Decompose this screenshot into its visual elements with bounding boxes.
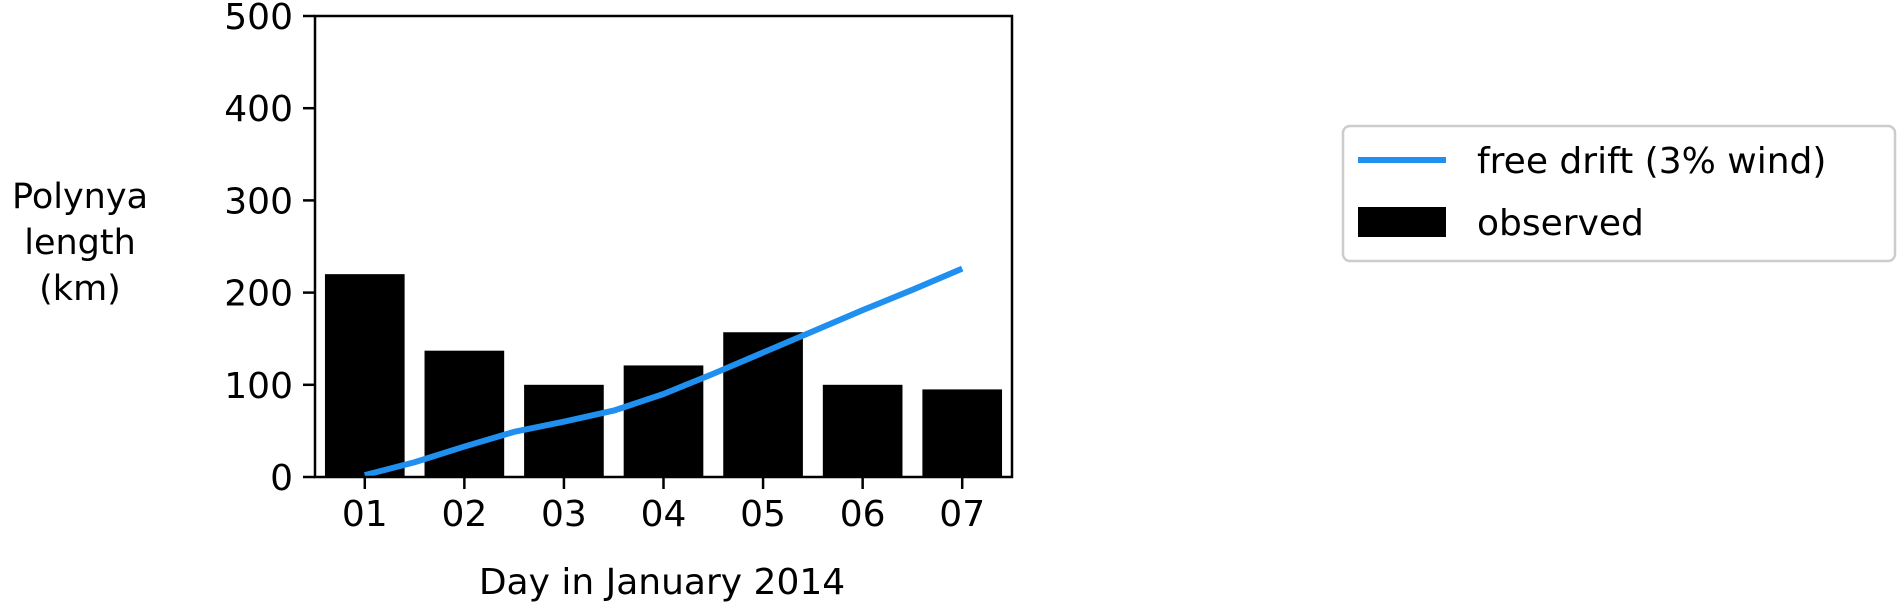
y-axis-label-line-3: (km)	[39, 269, 121, 309]
y-tick-label: 200	[224, 274, 293, 315]
free-drift-line	[364, 265, 964, 479]
x-tick-label: 06	[840, 494, 886, 535]
bar-07	[922, 389, 1003, 477]
y-tick-label: 500	[224, 0, 293, 38]
y-tick-label: 400	[224, 89, 293, 130]
legend-label-bars: observed	[1477, 203, 1644, 244]
x-axis-label: Day in January 2014	[479, 562, 845, 603]
bar-01	[324, 274, 405, 477]
y-axis-label-line-2: length	[24, 223, 136, 263]
legend: free drift (3% wind) observed	[1341, 124, 1897, 263]
bar-05	[723, 332, 803, 477]
x-axis: 01 02 03 04 05 06 07	[342, 477, 985, 535]
x-tick-label: 07	[939, 494, 985, 535]
y-tick-label: 300	[224, 181, 293, 222]
bar-06	[822, 384, 903, 477]
x-tick-label: 01	[342, 494, 388, 535]
x-tick-label: 04	[641, 494, 687, 535]
x-tick-label: 05	[740, 494, 786, 535]
legend-label-line: free drift (3% wind)	[1477, 141, 1826, 182]
bar-03	[524, 384, 604, 477]
legend-bar-swatch	[1358, 207, 1446, 237]
y-axis-label-line-1: Polynya	[12, 177, 148, 217]
y-tick-label: 100	[224, 366, 293, 407]
plot-area	[313, 14, 1014, 479]
x-tick-label: 02	[441, 494, 487, 535]
legend-box	[1341, 124, 1897, 263]
x-tick-label: 03	[541, 494, 587, 535]
y-tick-label: 0	[270, 458, 293, 499]
y-axis: 0 100 200 300 400 500	[224, 0, 315, 499]
